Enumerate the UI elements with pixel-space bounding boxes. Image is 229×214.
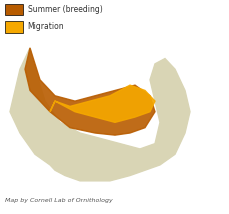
FancyBboxPatch shape <box>5 21 23 33</box>
Polygon shape <box>50 85 154 122</box>
Polygon shape <box>25 48 154 135</box>
Text: Migration: Migration <box>27 22 64 31</box>
Text: Map by Cornell Lab of Ornithology: Map by Cornell Lab of Ornithology <box>5 198 112 203</box>
Polygon shape <box>10 48 189 181</box>
Text: Summer (breeding): Summer (breeding) <box>27 5 102 14</box>
FancyBboxPatch shape <box>5 4 23 15</box>
